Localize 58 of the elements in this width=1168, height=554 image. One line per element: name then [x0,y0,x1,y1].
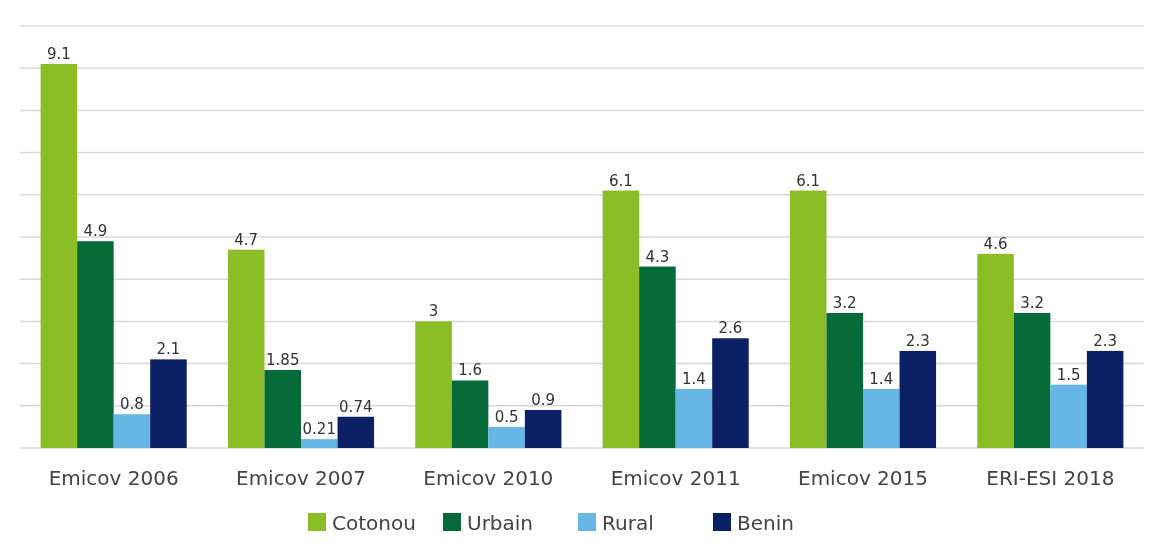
bar [675,388,713,448]
x-tick-label: Emicov 2007 [236,466,366,490]
data-label: 1.4 [869,369,894,388]
bar [524,410,562,448]
bar [301,439,338,448]
data-label: 2.3 [1093,331,1118,350]
data-label: 0.9 [531,391,556,410]
data-label: 1.5 [1056,365,1081,384]
data-label: 6.1 [796,171,821,190]
bar [77,241,114,448]
bar [113,414,151,448]
bar [337,416,375,448]
data-label: 3 [428,302,439,321]
bar [451,380,489,448]
data-label: 3.2 [832,293,857,312]
x-tick-label: ERI-ESI 2018 [986,466,1115,490]
data-label: 4.9 [83,222,108,241]
data-label: 1.85 [266,350,300,369]
bar [899,350,937,448]
data-label: 4.7 [234,230,259,249]
legend-label: Benin [737,511,794,535]
bar [415,321,452,448]
bar [789,190,827,448]
data-label: 9.1 [46,44,71,63]
data-label: 1.4 [682,369,706,388]
data-label: 0.5 [494,407,519,426]
bar [712,338,749,448]
x-tick-label: Emicov 2006 [48,466,179,490]
data-label: 0.21 [302,420,336,439]
data-label: 4.6 [983,234,1008,253]
bar [1050,384,1087,448]
bar [639,266,676,448]
bar [1086,350,1124,448]
x-tick-label: Emicov 2010 [423,466,554,490]
bar [977,253,1014,448]
bar [602,190,640,448]
legend-label: Urbain [467,511,534,535]
data-label: 6.1 [608,171,633,190]
data-label: 2.3 [905,331,930,350]
data-label: 3.2 [1020,293,1044,312]
data-label: 2.1 [156,340,181,359]
bar [863,388,900,448]
bar [1013,312,1051,448]
legend-label: Cotonou [332,511,416,535]
bar [227,249,265,448]
data-label: 2.6 [718,319,743,338]
x-tick-label: Emicov 2015 [798,466,928,490]
bar [826,312,863,448]
data-label: 0.8 [120,395,144,414]
legend-label: Rural [602,511,654,535]
data-label: 0.74 [339,397,373,416]
data-label: 4.3 [645,247,670,266]
bar [488,426,525,448]
x-tick-label: Emicov 2011 [610,466,741,490]
data-label: 1.6 [458,361,482,380]
bar [264,369,301,448]
bar [40,63,78,448]
bar [150,359,187,448]
